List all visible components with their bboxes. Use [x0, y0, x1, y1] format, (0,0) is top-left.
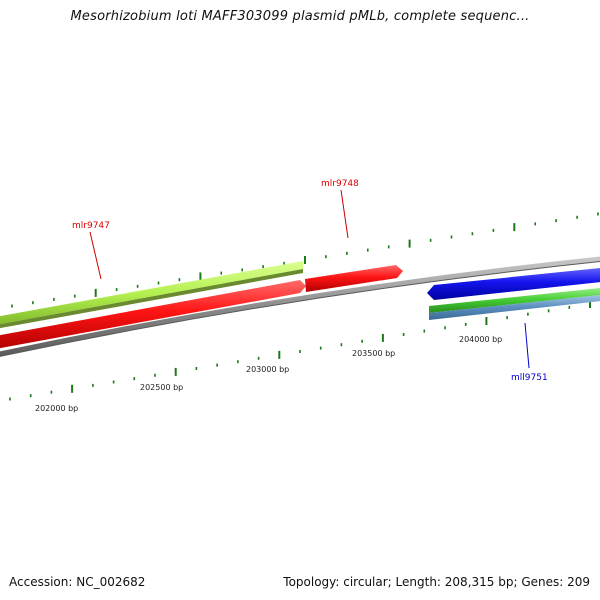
reverse-gene-bar-2 [429, 295, 600, 320]
ruler-label: 203000 bp [246, 365, 289, 374]
leader-mlr9747 [89, 231, 102, 280]
sequence-summary: Topology: circular; Length: 208,315 bp; … [283, 575, 590, 589]
forward-gene-bar-shadow [0, 269, 303, 329]
cds-mlr9747[interactable] [0, 280, 306, 350]
inner-tick-ring [9, 300, 591, 401]
leader-mlr9748 [340, 189, 349, 239]
ruler-label: 203500 bp [352, 349, 395, 358]
gene-label-mll9751[interactable]: mll9751 [511, 373, 548, 383]
cds-mlr9748[interactable] [305, 265, 403, 292]
page-title: Mesorhizobium loti MAFF303099 plasmid pM… [70, 9, 530, 24]
leader-mll9751 [524, 322, 530, 369]
outer-tick-ring [11, 212, 599, 308]
backbone-shadow [0, 261, 600, 357]
ruler-label: 202500 bp [140, 383, 183, 392]
ruler-label: 202000 bp [35, 404, 78, 413]
gene-label-mlr9748[interactable]: mlr9748 [321, 179, 359, 189]
ruler-label: 204000 bp [459, 335, 502, 344]
reverse-gene-bar [429, 288, 600, 313]
sequence-backbone [0, 256, 600, 357]
gene-label-mlr9747[interactable]: mlr9747 [72, 221, 110, 231]
accession-text: Accession: NC_002682 [9, 575, 146, 589]
cds-mll9751[interactable] [427, 267, 600, 300]
forward-gene-bar [0, 261, 303, 325]
